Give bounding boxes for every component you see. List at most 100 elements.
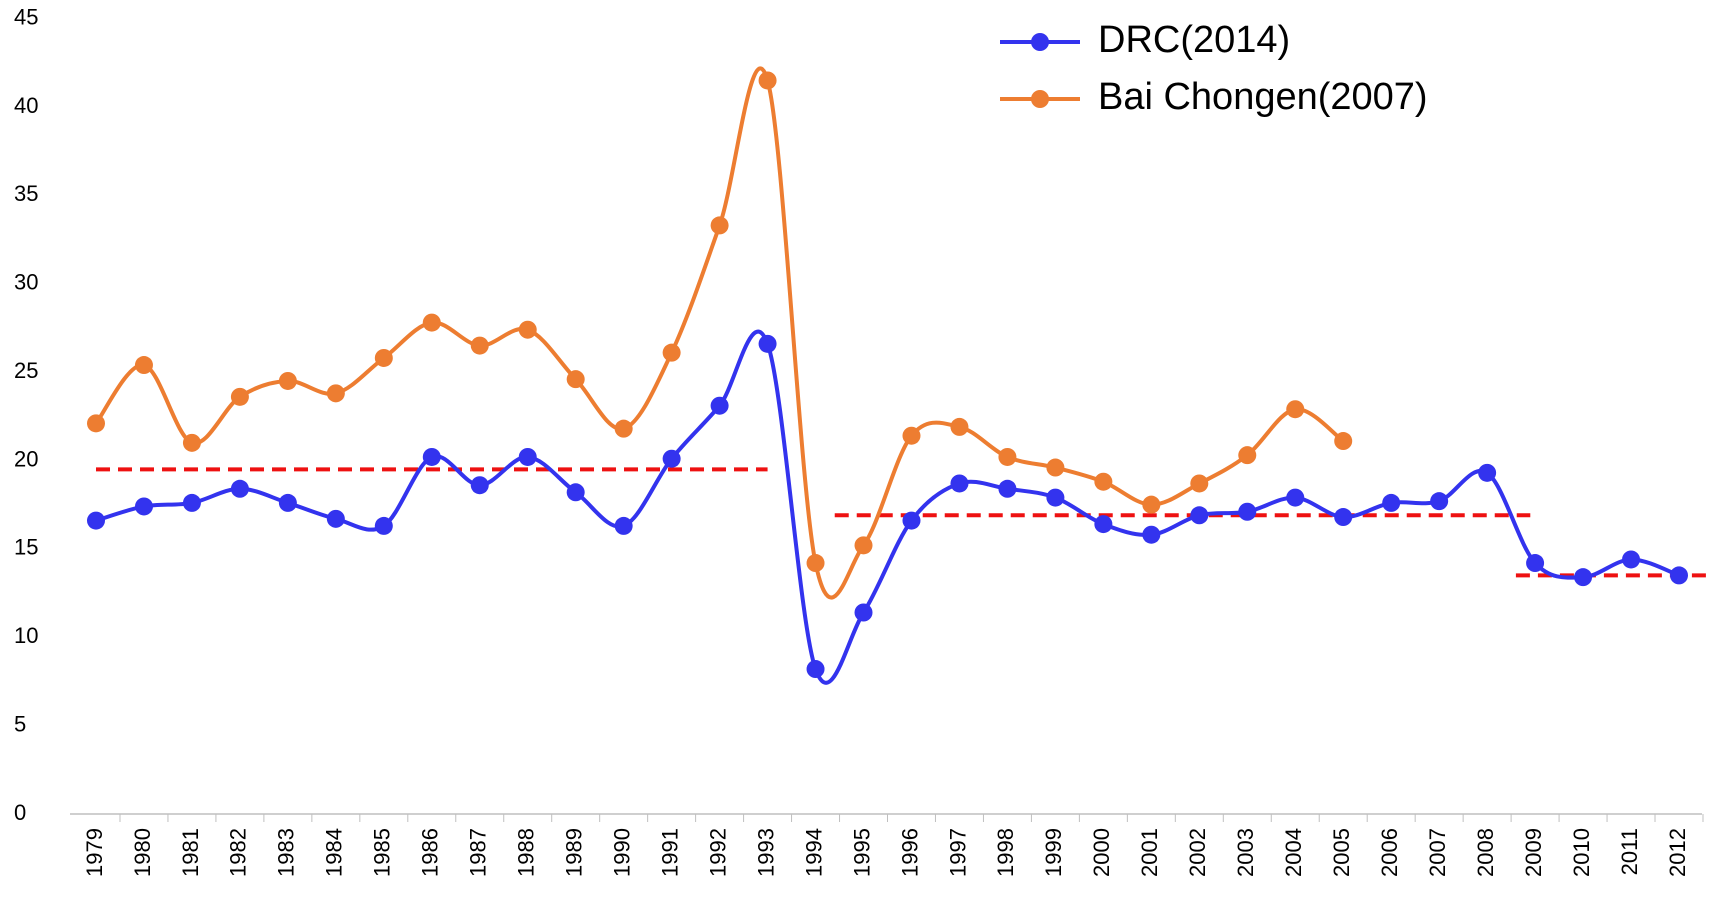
data-point	[1094, 472, 1113, 491]
data-point	[326, 384, 345, 403]
data-point	[87, 511, 105, 530]
x-tick-label: 1991	[657, 828, 682, 877]
data-point	[854, 536, 873, 555]
data-point	[710, 216, 729, 235]
x-tick-label: 1980	[130, 828, 155, 877]
data-point	[1334, 508, 1353, 527]
x-tick-label: 1999	[1041, 828, 1066, 877]
data-point	[566, 370, 585, 389]
y-tick-label: 40	[14, 93, 38, 118]
data-point	[806, 554, 825, 573]
data-point	[278, 371, 297, 390]
data-point	[1142, 495, 1161, 514]
data-point	[1286, 400, 1305, 419]
data-point	[902, 426, 921, 445]
data-point	[1574, 568, 1593, 587]
x-tick-label: 1982	[226, 828, 251, 877]
data-point	[1190, 474, 1209, 493]
data-point	[1046, 458, 1065, 477]
data-point	[1334, 432, 1353, 451]
data-point	[518, 320, 537, 339]
data-point	[1478, 463, 1497, 482]
legend-marker	[1031, 33, 1049, 51]
x-tick-label: 2001	[1137, 828, 1162, 877]
x-tick-label: 2000	[1089, 828, 1114, 877]
legend-label: DRC(2014)	[1098, 19, 1290, 61]
data-point	[87, 414, 105, 433]
data-point	[950, 417, 969, 436]
x-tick-label: 2005	[1329, 828, 1354, 877]
x-tick-label: 2009	[1521, 828, 1546, 877]
data-point	[230, 479, 249, 498]
data-point	[374, 348, 393, 367]
data-point	[230, 387, 249, 406]
data-point	[998, 447, 1017, 466]
y-tick-label: 35	[14, 181, 38, 206]
y-tick-label: 0	[14, 800, 26, 825]
x-tick-label: 1996	[897, 828, 922, 877]
data-point	[662, 449, 681, 468]
data-point	[134, 497, 153, 516]
data-point	[422, 447, 441, 466]
data-point	[470, 336, 489, 355]
data-point	[998, 479, 1017, 498]
data-point	[758, 71, 777, 90]
x-tick-label: 1981	[178, 828, 203, 877]
y-tick-label: 15	[14, 535, 38, 560]
x-tick-label: 1997	[945, 828, 970, 877]
x-tick-label: 1985	[370, 828, 395, 877]
data-point	[518, 447, 537, 466]
x-tick-label: 1986	[418, 828, 443, 877]
x-tick-label: 1990	[609, 828, 634, 877]
legend-marker	[1031, 90, 1049, 108]
x-tick-label: 1979	[82, 828, 107, 877]
data-point	[1622, 550, 1641, 569]
x-tick-label: 1989	[562, 828, 587, 877]
x-tick-label: 2008	[1473, 828, 1498, 877]
data-point	[1238, 446, 1257, 465]
series-line	[94, 66, 1345, 600]
data-point	[182, 493, 201, 512]
legend-label: Bai Chongen(2007)	[1098, 76, 1428, 118]
y-tick-label: 25	[14, 358, 38, 383]
data-point	[758, 334, 777, 353]
data-point	[566, 483, 585, 502]
data-point	[470, 476, 489, 495]
data-point	[902, 511, 921, 530]
data-point	[854, 603, 873, 622]
data-point	[1238, 502, 1257, 521]
x-tick-label: 1984	[322, 828, 347, 877]
data-point	[134, 356, 153, 375]
data-point	[1190, 506, 1209, 525]
x-tick-label: 1992	[705, 828, 730, 877]
data-point	[806, 660, 825, 679]
x-tick-label: 2010	[1569, 828, 1594, 877]
x-tick-label: 2011	[1617, 828, 1642, 875]
data-point	[1382, 493, 1401, 512]
data-point	[614, 516, 633, 535]
data-point	[374, 516, 393, 535]
x-tick-label: 1998	[993, 828, 1018, 877]
data-point	[1046, 488, 1065, 507]
data-point	[1286, 488, 1305, 507]
y-tick-label: 5	[14, 711, 26, 736]
x-tick-label: 1983	[274, 828, 299, 877]
x-tick-label: 2004	[1281, 828, 1306, 877]
data-point	[182, 433, 201, 452]
data-point	[1430, 492, 1449, 511]
data-point	[422, 313, 441, 332]
data-point	[1142, 525, 1161, 544]
x-tick-label: 1993	[753, 828, 778, 877]
data-point	[710, 396, 729, 415]
data-point	[278, 493, 297, 512]
data-point	[614, 419, 633, 438]
y-tick-label: 20	[14, 446, 38, 471]
data-point	[1670, 566, 1688, 585]
data-point	[326, 509, 345, 528]
x-tick-label: 1988	[514, 828, 539, 877]
y-tick-label: 45	[14, 4, 38, 29]
data-point	[662, 343, 681, 362]
data-point	[1094, 515, 1113, 534]
x-tick-label: 2006	[1377, 828, 1402, 877]
x-tick-label: 2002	[1185, 828, 1210, 877]
